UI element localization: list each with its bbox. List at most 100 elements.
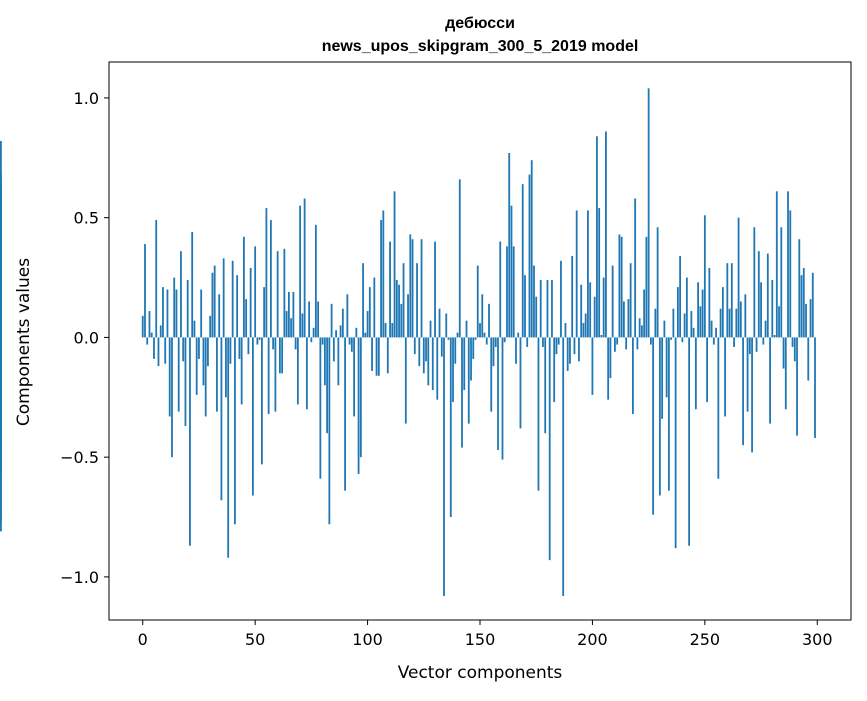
bar (377, 337, 380, 376)
bar (485, 337, 488, 345)
bar (321, 337, 324, 345)
bar (173, 277, 176, 338)
bar (368, 287, 371, 338)
bar (719, 308, 722, 338)
bar (269, 220, 272, 338)
axes-layer: 0 50 100 150 200 250 300 −1.0 −0.5 0.0 0.5 1.0 (60, 61, 852, 649)
bar (499, 241, 502, 338)
bar (533, 265, 535, 338)
bar (735, 308, 738, 338)
bar (517, 332, 520, 338)
bar (787, 191, 789, 338)
bar (296, 337, 299, 405)
bar (386, 337, 389, 374)
bar (314, 224, 317, 338)
bar (0, 337, 2, 532)
bar (582, 323, 585, 338)
bar (607, 337, 610, 400)
bar (472, 337, 475, 359)
bar (308, 301, 311, 338)
bar (0, 172, 2, 338)
bar (317, 301, 320, 338)
bar (274, 337, 277, 412)
bar (350, 337, 353, 352)
bar (674, 337, 677, 549)
bar (371, 337, 373, 371)
bar (146, 337, 149, 345)
bar (445, 313, 448, 338)
bar (755, 337, 758, 352)
bar (234, 337, 236, 525)
bar (294, 337, 297, 350)
bar (330, 303, 333, 338)
bar (807, 337, 810, 381)
bar (249, 267, 252, 338)
bar (629, 263, 632, 338)
bar (654, 308, 657, 338)
bar (431, 337, 434, 391)
bar (658, 337, 661, 496)
bar (463, 337, 466, 391)
bar (802, 267, 805, 338)
bar (634, 198, 637, 338)
bar (344, 337, 346, 491)
bar (742, 337, 744, 446)
bar (665, 337, 668, 398)
bar (339, 325, 342, 338)
bar (652, 337, 655, 515)
bar (261, 337, 263, 465)
bar (521, 184, 524, 338)
bar (814, 337, 816, 438)
bar (384, 323, 387, 338)
bar (796, 337, 798, 436)
bar (425, 337, 427, 362)
bar (449, 337, 452, 518)
bar (346, 294, 349, 338)
bar (560, 260, 562, 338)
bar (272, 337, 275, 350)
bar (222, 258, 225, 338)
bar (153, 337, 155, 359)
bar (332, 337, 335, 362)
bar (575, 210, 578, 338)
bar (488, 303, 490, 338)
bar (283, 248, 286, 338)
bar (175, 289, 178, 338)
bar (141, 315, 144, 338)
bar (227, 337, 230, 558)
bar (616, 337, 619, 345)
bar (395, 279, 398, 338)
bar (602, 277, 605, 338)
bar (144, 244, 146, 338)
bar (715, 327, 717, 338)
bar (328, 337, 331, 525)
bar (452, 337, 454, 403)
bar (503, 337, 506, 343)
bar (757, 251, 760, 338)
bar (510, 205, 513, 338)
chart-title: дебюсси (445, 15, 515, 32)
bar (753, 227, 756, 338)
bar (252, 337, 254, 496)
bar (793, 337, 796, 362)
bar (717, 337, 720, 479)
bar (632, 337, 634, 415)
bar (470, 337, 472, 381)
bar (703, 215, 706, 338)
bar (728, 308, 731, 338)
bar (645, 236, 648, 338)
bar (157, 337, 160, 367)
bar (409, 234, 412, 338)
bar (492, 337, 495, 367)
bar (811, 272, 814, 338)
bar (512, 246, 515, 338)
y-tick-label: −1.0 (60, 568, 99, 587)
bar (413, 337, 416, 355)
bar (391, 323, 394, 338)
bar (535, 296, 538, 338)
bar (209, 315, 212, 338)
bar (290, 318, 293, 338)
bar (389, 241, 391, 338)
bar (798, 239, 801, 338)
bar (730, 263, 733, 338)
